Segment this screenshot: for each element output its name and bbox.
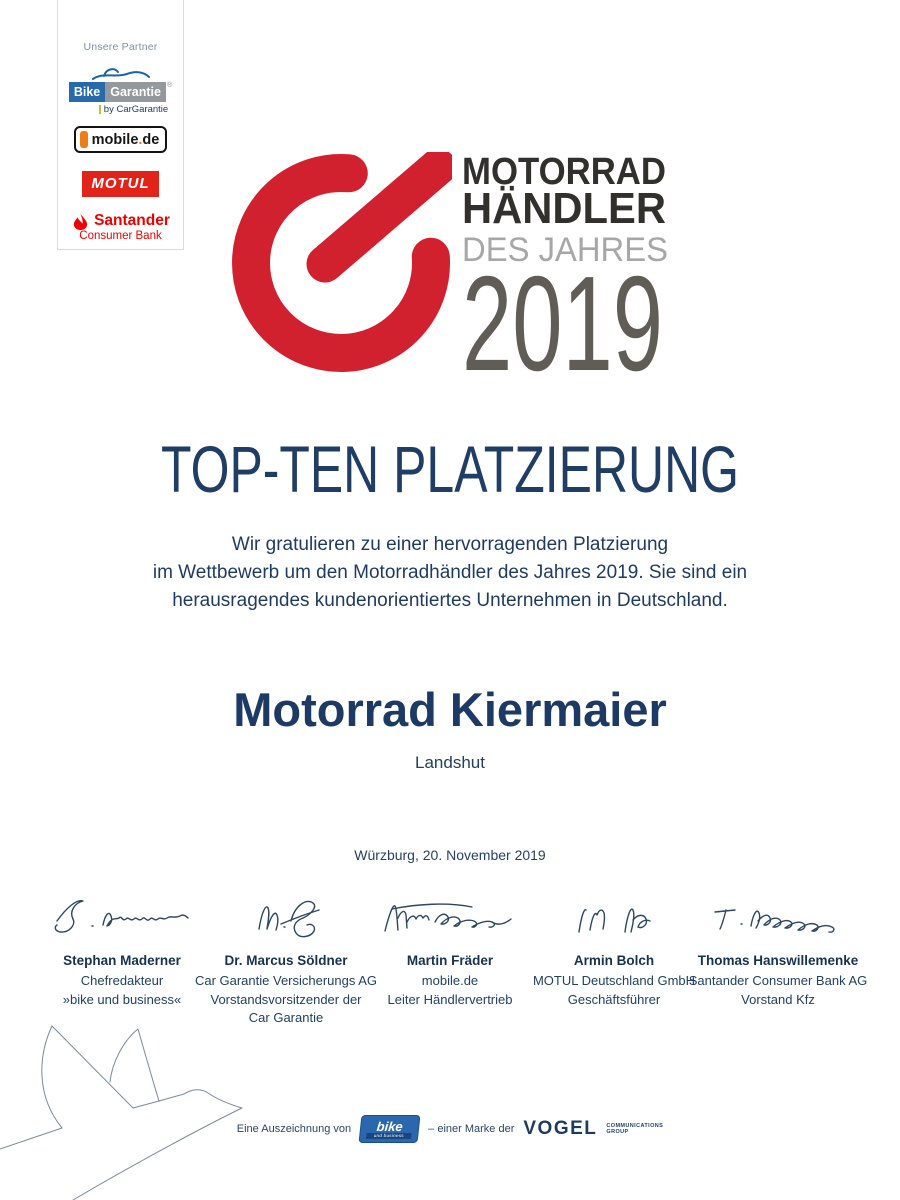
logo-line-2: HÄNDLER <box>462 184 666 233</box>
santander-subline: Consumer Bank <box>79 230 162 242</box>
ring-check-stroke <box>306 152 452 283</box>
signer-role-line: MOTUL Deutschland GmbH <box>532 973 696 988</box>
registered-mark: ® <box>166 82 173 89</box>
signature-fraeder <box>384 903 512 932</box>
vogel-group-line-2: GROUP <box>606 1129 629 1135</box>
recipient-city: Landshut <box>415 753 485 772</box>
signer-name: Martin Fräder <box>406 953 494 968</box>
signer-role-line: Vorstandsvorsitzender der <box>210 991 362 1007</box>
byline-text: by CarGarantie <box>103 104 169 115</box>
bike-garantie-wordmark: Bike Garantie ® <box>68 82 173 102</box>
congratulation-line-2: im Wettbewerb um den Motorradhändler des… <box>152 562 748 583</box>
vogel-group-line-1: COMMUNICATIONS <box>606 1123 664 1129</box>
congratulation-line-1: Wir gratulieren zu einer hervorragenden … <box>231 534 669 555</box>
signer-roles: Santander Consumer Bank AG Vorstand Kfz <box>689 972 868 1009</box>
signer-roles: MOTUL Deutschland GmbH Geschäftsführer <box>533 972 695 1009</box>
garantie-box: Garantie <box>105 82 166 102</box>
santander-flame-icon <box>73 213 88 230</box>
santander-wordmark: Santander <box>94 212 170 229</box>
award-logo-title: MOTORRAD HÄNDLER DES JAHRES 2019 <box>462 152 668 376</box>
signer-role-line: »bike und business« <box>62 991 182 1007</box>
bird-watermark <box>0 1025 243 1200</box>
mobile-de-logo: mobile.de <box>73 126 168 153</box>
motul-logo: MOTUL <box>82 171 159 197</box>
signer-role-line: Leiter Händlervertrieb <box>387 991 513 1007</box>
footer-middle: – einer Marke der <box>428 1123 515 1135</box>
bike-und-business-logo: bike und business <box>358 1115 421 1143</box>
signer-roles: mobile.de Leiter Händlervertrieb <box>387 972 512 1009</box>
page-title: TOP-TEN PLATZIERUNG <box>161 436 739 506</box>
signer-name: Dr. Marcus Söldner <box>224 953 348 968</box>
signer-role-line: Chefredakteur <box>80 973 164 988</box>
signer-role-line: Santander Consumer Bank AG <box>688 973 868 988</box>
signature-bolch <box>578 908 651 933</box>
signer-role-line: mobile.de <box>421 973 479 988</box>
mobile-word: mobile <box>91 131 139 148</box>
signature-col-hanswillemenke: Thomas Hanswillemenke Santander Consumer… <box>689 891 867 1028</box>
motul-wordmark: MOTUL <box>91 175 150 192</box>
signature-col-soeldner: Dr. Marcus Söldner Car Garantie Versiche… <box>195 891 377 1028</box>
bike-box: Bike <box>68 82 106 102</box>
vogel-group-lines: COMMUNICATIONS GROUP <box>606 1123 663 1135</box>
mobile-de-orange-bar <box>79 131 88 148</box>
signer-name: Armin Bolch <box>573 953 655 968</box>
signer-role-line: Geschäftsführer <box>567 991 661 1007</box>
congratulation-text: Wir gratulieren zu einer hervorragenden … <box>0 531 900 615</box>
byline-tick <box>98 105 101 114</box>
mobile-dot: . <box>138 131 143 148</box>
recipient-name: Motorrad Kiermaier <box>233 683 667 736</box>
footer-prefix: Eine Auszeichnung von <box>236 1123 352 1135</box>
mobile-de-wordmark: mobile.de <box>92 132 160 148</box>
signature-row: Stephan Maderner Chefredakteur »bike und… <box>40 891 867 1028</box>
signer-roles: Chefredakteur »bike und business« <box>63 972 182 1009</box>
signature-hanswillemenke <box>714 909 835 933</box>
signer-roles: Car Garantie Versicherungs AG Vorstandsv… <box>195 972 377 1028</box>
award-ring-logo <box>232 152 452 372</box>
signature-col-fraeder: Martin Fräder mobile.de Leiter Händlerve… <box>368 891 532 1028</box>
signature-col-bolch: Armin Bolch MOTUL Deutschland GmbH Gesch… <box>532 891 696 1028</box>
signer-name: Stephan Maderner <box>63 953 181 968</box>
footer: Eine Auszeichnung von bike und business … <box>0 1115 900 1143</box>
bike-garantie-byline: by CarGarantie <box>98 104 169 115</box>
signer-name: Thomas Hanswillemenke <box>697 953 859 968</box>
congratulation-line-3: herausragendes kundenorientiertes Untern… <box>172 590 728 611</box>
ring-arc <box>232 153 450 372</box>
de-word: de <box>142 131 160 148</box>
santander-logo: Santander Consumer Bank <box>71 212 170 242</box>
logo-year: 2019 <box>462 248 663 376</box>
bike-logo-word: bike <box>376 1118 404 1134</box>
logo-line-1: MOTORRAD <box>462 152 666 193</box>
partner-card: Unsere Partner Bike Garantie ® by CarGar… <box>57 0 184 250</box>
signature-col-maderner: Stephan Maderner Chefredakteur »bike und… <box>40 891 204 1028</box>
vogel-wordmark: VOGEL <box>523 1118 598 1139</box>
partners-heading: Unsere Partner <box>83 41 158 53</box>
motorcycle-sketch-icon <box>92 68 151 80</box>
signer-role-line: Car Garantie <box>248 1010 324 1025</box>
date-line: Würzburg, 20. November 2019 <box>354 847 546 863</box>
page-title-text: TOP-TEN PLATZIERUNG <box>161 436 739 506</box>
bike-logo-subline: und business <box>365 1132 413 1139</box>
bike-garantie-logo: Bike Garantie ® by CarGarantie <box>68 64 173 115</box>
signer-role-line: Vorstand Kfz <box>741 991 815 1007</box>
signature-maderner <box>54 900 189 933</box>
logo-line-3: DES JAHRES <box>462 231 668 269</box>
signer-role-line: Car Garantie Versicherungs AG <box>194 973 378 988</box>
signature-soeldner <box>258 900 320 938</box>
